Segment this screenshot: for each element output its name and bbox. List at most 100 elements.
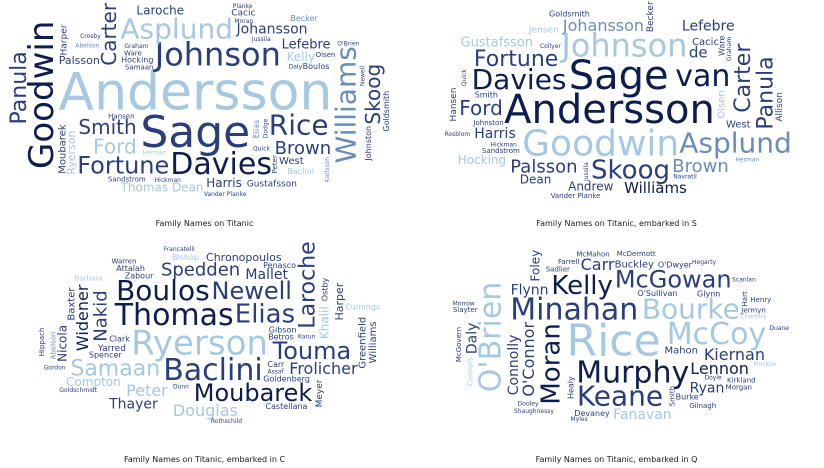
word-francatelli: Francatelli bbox=[164, 246, 195, 253]
word-johansson: Johansson bbox=[236, 22, 308, 38]
word-penasco: Penasco bbox=[263, 261, 296, 270]
word-west: West bbox=[726, 120, 751, 131]
word-panula: Panula bbox=[7, 51, 32, 124]
word-asplund: Asplund bbox=[120, 12, 233, 45]
word-burke: Burke bbox=[676, 392, 699, 401]
word-williams: Williams bbox=[330, 46, 363, 163]
word-o-connor: O'Connor bbox=[519, 322, 538, 397]
word-devaney: Devaney bbox=[574, 409, 610, 418]
word-cacic: Cacic bbox=[692, 37, 719, 48]
word-sandstrom: Sandstrom bbox=[482, 147, 520, 155]
word-samaan: Samaan bbox=[125, 63, 154, 71]
word-duane: Duane bbox=[769, 325, 789, 332]
word-skoog: Skoog bbox=[361, 64, 385, 125]
word-nakid: Nakid bbox=[90, 290, 111, 341]
word-herman: Herman bbox=[735, 157, 759, 164]
word-slayter: Slayter bbox=[453, 306, 478, 314]
word-moran: Moran bbox=[234, 18, 253, 25]
word-chronopoulos: Chronopoulos bbox=[206, 251, 282, 264]
word-harper: Harper bbox=[333, 282, 346, 320]
word-olsen: Olsen bbox=[717, 90, 728, 118]
word-andersson: Andersson bbox=[504, 87, 715, 133]
wordcloud-panel-s: Andersson Sage Goodwin Johnson van Davies Aspl… bbox=[415, 0, 818, 228]
word-ware: Ware bbox=[124, 50, 142, 58]
word-ford: Ford bbox=[459, 96, 503, 120]
word-jermyn: Jermyn bbox=[740, 306, 766, 314]
word-yarred: Yarred bbox=[97, 344, 126, 354]
word-goldenberg: Goldenberg bbox=[263, 375, 310, 384]
word-brown: Brown bbox=[275, 138, 332, 159]
word-mcgowan: McGowan bbox=[615, 265, 732, 293]
word-hansen: Hansen bbox=[108, 112, 134, 120]
word-williams: Williams bbox=[368, 321, 379, 363]
word-sadlier: Sadlier bbox=[546, 265, 570, 273]
word-ostby: Ostby bbox=[320, 278, 329, 302]
word-goldsmith: Goldsmith bbox=[549, 9, 590, 18]
word-mallet: Mallet bbox=[245, 267, 288, 283]
word-attalah: Attalah bbox=[116, 264, 145, 273]
word-baclini: Baclini bbox=[287, 167, 314, 176]
word-doyle: Doyle bbox=[704, 374, 722, 381]
word-clark: Clark bbox=[109, 334, 130, 343]
word-keane: Keane bbox=[577, 380, 663, 413]
word-abelson: Abelson bbox=[75, 43, 99, 50]
word-lefebre: Lefebre bbox=[282, 37, 331, 52]
word-elias: Elias bbox=[252, 120, 261, 139]
word-van: van bbox=[675, 59, 730, 94]
word-hansen: Hansen bbox=[449, 88, 459, 122]
word-smith: Smith bbox=[475, 91, 498, 100]
word-moubarek: Moubarek bbox=[194, 379, 313, 407]
word-graham: Graham bbox=[726, 37, 733, 61]
word-johansson: Johansson bbox=[562, 16, 644, 35]
word-rice: Rice bbox=[567, 316, 661, 367]
chart-title-all: Family Names on Titanic bbox=[155, 219, 254, 228]
word-vander-planke: Vander Planke bbox=[204, 191, 247, 198]
word-barbara: Barbara bbox=[75, 275, 103, 283]
word-navratil: Navratil bbox=[673, 173, 697, 180]
word-mcdermott: McDermott bbox=[617, 250, 656, 258]
word-charters: Charters bbox=[741, 313, 767, 320]
word-hickman: Hickman bbox=[491, 142, 517, 149]
word-kelly: Kelly bbox=[287, 50, 315, 64]
wordcloud-c: Ryerson Baclini Thomas Boulos Elias Moubarek N… bbox=[3, 236, 406, 436]
word-gilnagh: Gilnagh bbox=[689, 402, 716, 410]
word-harper: Harper bbox=[59, 24, 69, 55]
word-harris: Harris bbox=[206, 176, 242, 190]
wordcloud-panel-all: Andersson Sage Goodwin Johnson Davies William… bbox=[3, 0, 406, 228]
chart-title-c: Family Names on Titanic, embarked in C bbox=[123, 455, 286, 464]
word-palsson: Palsson bbox=[510, 156, 577, 177]
word-castellana: Castellana bbox=[265, 402, 307, 411]
word-andersson: Andersson bbox=[59, 62, 333, 122]
word-hippach: Hippach bbox=[38, 328, 46, 357]
word-johnston: Johnston bbox=[472, 119, 503, 127]
word-goldschmidt: Goldschmidt bbox=[59, 387, 97, 394]
word-moubarek: Moubarek bbox=[58, 124, 69, 174]
word-douglas: Douglas bbox=[173, 401, 238, 420]
word-davies: Davies bbox=[472, 63, 567, 96]
word-rosblom: Rosblom bbox=[445, 131, 471, 138]
word-rothschild: Rothschild bbox=[211, 418, 242, 425]
word-becker: Becker bbox=[646, 1, 656, 32]
word-daly: Daly bbox=[465, 323, 481, 355]
word-compton: Compton bbox=[66, 375, 121, 389]
wordcloud-s: Andersson Sage Goodwin Johnson van Davies Aspl… bbox=[415, 0, 818, 200]
word-goodwin: Goodwin bbox=[22, 21, 62, 169]
word-mccoy: McCoy bbox=[667, 317, 766, 352]
chart-title-s: Family Names on Titanic, embarked in S bbox=[536, 219, 697, 228]
word-gustafsson: Gustafsson bbox=[461, 35, 533, 50]
word-hart: Hart bbox=[741, 291, 749, 306]
word-andrew: Andrew bbox=[568, 179, 613, 193]
word-farrell: Farrell bbox=[558, 258, 579, 266]
word-buckley: Buckley bbox=[615, 259, 654, 270]
word-morrow: Morrow bbox=[453, 301, 475, 308]
word-olsen: Olsen bbox=[316, 51, 336, 59]
word-johnston: Johnston bbox=[364, 126, 373, 162]
word-glynn: Glynn bbox=[697, 289, 720, 298]
word-healy: Healy bbox=[566, 376, 575, 399]
word-moran: Moran bbox=[537, 323, 567, 404]
word-harris: Harris bbox=[474, 126, 516, 142]
word-kiernan: Kiernan bbox=[704, 345, 765, 364]
word-peter: Peter bbox=[271, 155, 279, 173]
